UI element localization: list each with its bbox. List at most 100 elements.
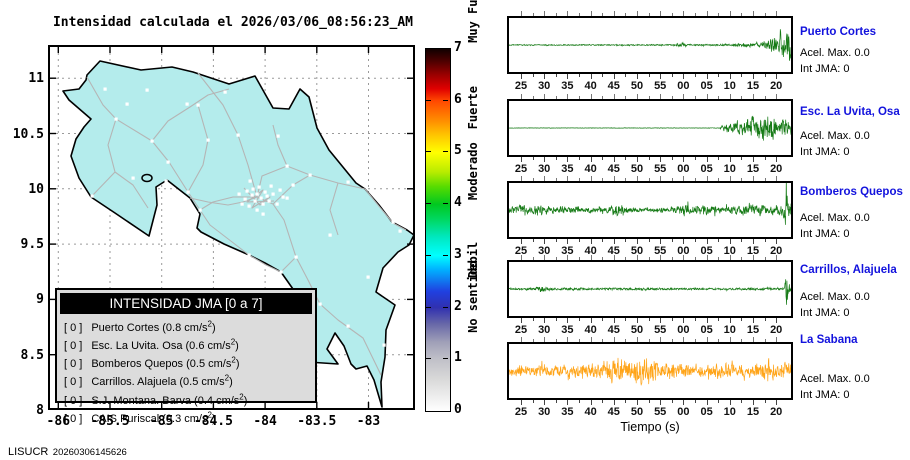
time-minor-tick [671,13,673,16]
station-dot [276,134,280,138]
colorbar-tick [426,203,431,205]
time-tick-label: 30 [538,80,551,92]
map-x-tick-label: -86 [46,414,71,429]
time-tick-label: 55 [654,245,667,257]
time-tick [683,337,685,342]
time-minor-tick [764,339,766,342]
time-tick [753,337,754,342]
time-tick-label: 15 [746,245,760,257]
time-tick-label: 45 [607,80,620,92]
time-tick-label: 35 [561,406,574,418]
station-dot [391,220,395,224]
time-minor-tick [532,239,534,242]
time-minor-tick [741,339,743,342]
station-dot [285,164,289,168]
isla-chira [141,173,153,183]
time-tick-label: 35 [561,324,574,336]
time-tick [521,239,522,244]
time-minor-tick [579,96,580,99]
colorbar-tick [426,151,431,153]
time-tick-label: 05 [700,245,713,257]
time-tick [753,11,754,16]
time-minor-tick [579,400,580,403]
time-tick [613,176,615,181]
time-tick [521,11,522,16]
time-minor-tick [555,239,557,242]
time-minor-tick [764,13,766,16]
time-tick [590,74,592,79]
time-tick [706,239,708,244]
time-tick [567,94,569,99]
station-dot [198,208,202,212]
time-minor-tick [602,178,604,181]
time-tick [683,176,685,181]
time-minor-tick [579,318,580,321]
time-minor-tick [764,400,766,403]
time-tick-label: 45 [607,324,620,336]
time-minor-tick [602,13,604,16]
time-tick [590,157,592,162]
time-minor-tick [695,318,696,321]
legend-item-intensity: [ 0 ] [64,412,83,425]
time-tick [637,94,638,99]
intensity-colorbar [425,48,451,412]
time-tick [776,337,778,342]
map-x-tick-label: -84.5 [193,414,233,429]
time-tick [729,239,731,244]
time-minor-tick [741,239,743,242]
time-tick [660,74,662,79]
time-minor-tick [625,178,627,181]
time-tick [660,255,662,260]
time-tick-label: 25 [514,324,528,336]
station-dot [267,199,271,203]
station-dot [114,117,118,121]
legend-item-station: Esc. La Uvita. Osa (0.6 cm/s2) [91,337,239,352]
colorbar-tick [443,306,448,308]
seismogram-trace [509,29,791,61]
legend-item-sup: 2 [224,373,230,383]
station-dot [261,202,265,206]
time-tick [706,11,708,16]
station-dot [248,179,252,183]
time-tick-label: 45 [607,163,620,175]
station-dot [247,204,251,208]
station-dot [328,233,332,237]
time-minor-tick [625,339,627,342]
time-tick [753,176,754,181]
station-dot [382,343,386,347]
station-dot [185,102,189,106]
time-minor-tick [648,257,650,260]
time-minor-tick [764,74,766,77]
station-jma-label: Int JMA: 0 [800,389,850,401]
time-tick [729,11,731,16]
colorbar-category-label: Fuerte [466,86,480,130]
station-dot [250,193,254,197]
legend-item: [ 0 ] Esc. La Uvita. Osa (0.6 cm/s2) [57,335,315,353]
time-minor-tick [625,96,627,99]
station-markers [90,87,402,347]
legend-item: [ 0 ] Carrillos. Alajuela (0.5 cm/s2) [57,372,315,390]
trace-line [509,115,791,141]
time-tick-label: 10 [723,324,736,336]
time-tick [521,74,522,79]
time-tick [567,239,569,244]
time-tick [637,400,638,405]
time-tick-label: 10 [723,406,736,418]
time-tick [637,255,638,260]
time-minor-tick [579,13,580,16]
time-tick [613,11,615,16]
time-tick [613,94,615,99]
time-tick [590,255,592,260]
legend-item: [ 0 ] CAIS Puriscal (0.3 cm/s2) [57,408,315,426]
time-tick [613,400,615,405]
time-tick-label: 00 [677,245,690,257]
trace-line [509,183,791,225]
station-dot [237,192,241,196]
time-minor-tick [555,178,557,181]
time-tick [567,157,569,162]
time-tick [753,400,754,405]
time-minor-tick [625,318,627,321]
time-minor-tick [741,96,743,99]
station-dot [257,185,261,189]
seismogram-trace [509,279,791,305]
